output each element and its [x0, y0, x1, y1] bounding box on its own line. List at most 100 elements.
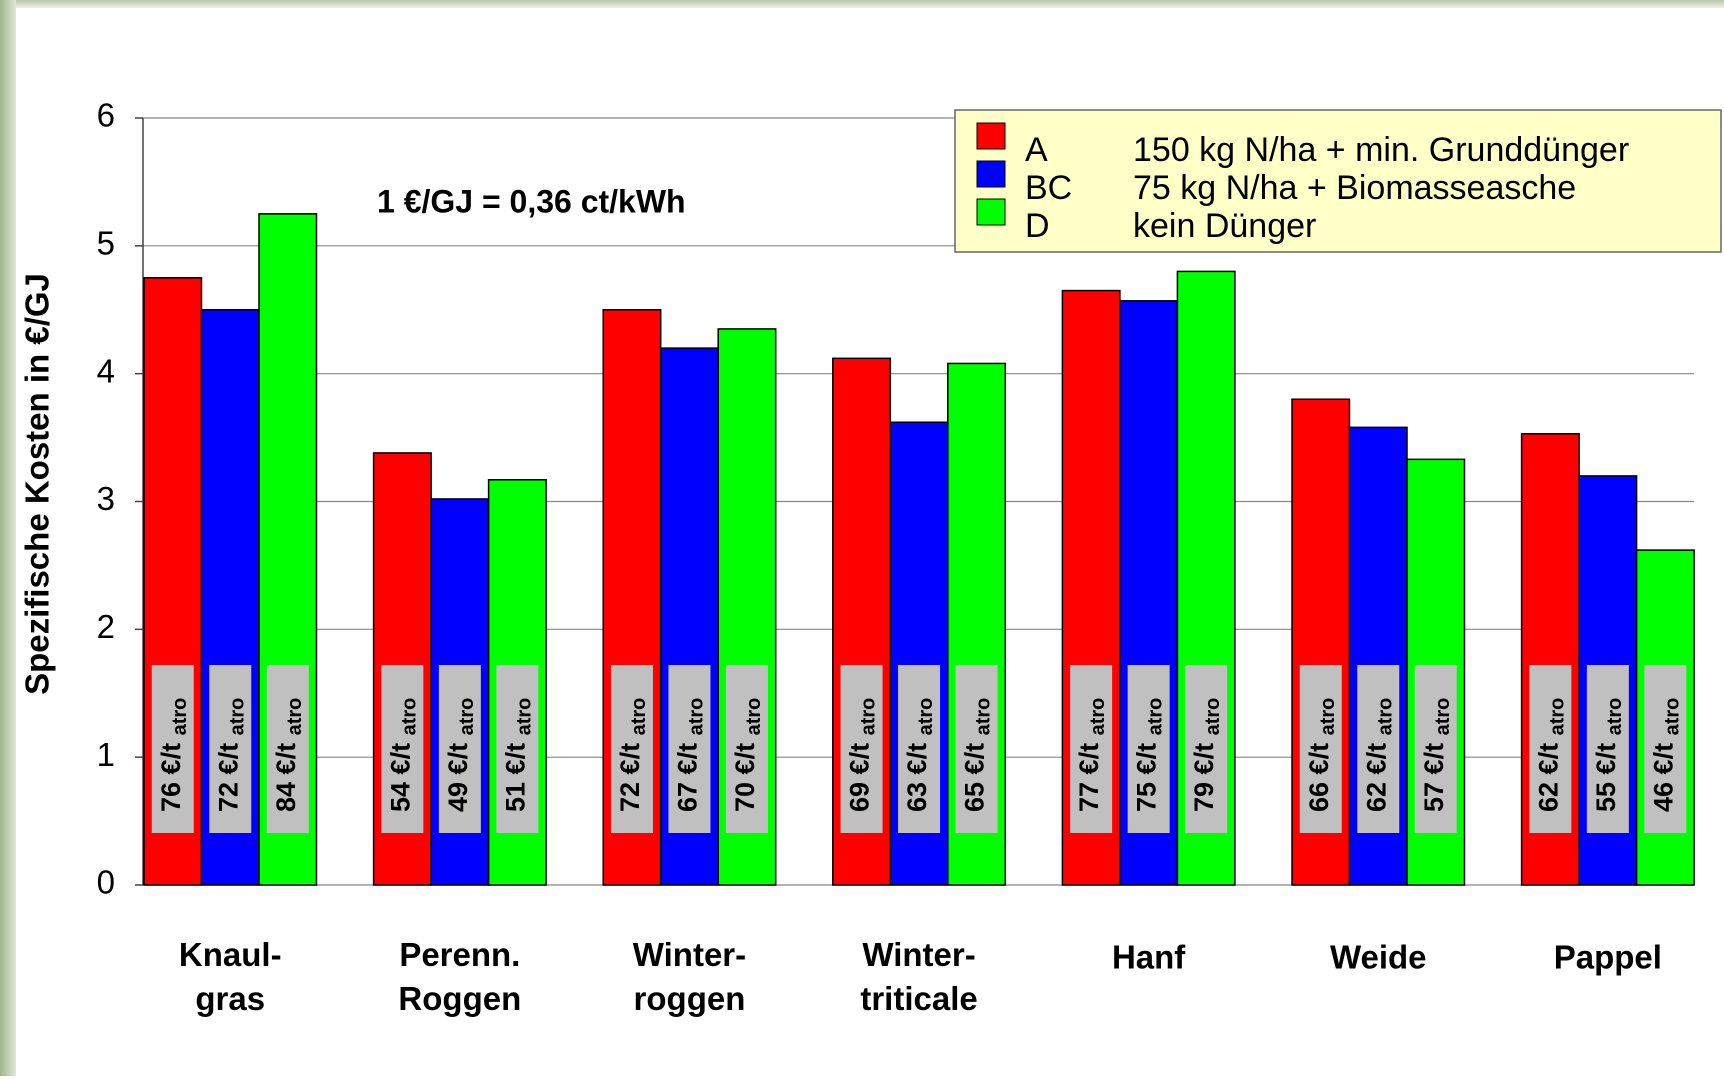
price-label-box	[381, 665, 424, 833]
price-label: 57 €/t atro	[1419, 698, 1454, 812]
x-tick-label: Winter-roggen	[633, 936, 746, 1017]
price-label: 72 €/t atro	[213, 698, 248, 812]
price-subscript: atro	[399, 698, 421, 736]
price-value: 62	[1533, 782, 1563, 812]
x-tick-label-line: Winter-	[633, 936, 746, 973]
price-unit: €/t	[960, 743, 990, 775]
price-value: 70	[730, 782, 760, 812]
price-value: 69	[845, 782, 875, 812]
price-unit: €/t	[1648, 743, 1678, 775]
price-label-box	[668, 665, 711, 833]
price-value: 65	[960, 782, 990, 812]
price-unit: €/t	[1591, 743, 1621, 775]
x-tick-label-line: Perenn.	[399, 936, 520, 973]
price-label-box	[1644, 665, 1687, 833]
price-value: 54	[385, 782, 415, 812]
x-tick-label: Winter-triticale	[860, 936, 977, 1017]
price-unit: €/t	[156, 743, 186, 775]
price-label: 75 €/t atro	[1132, 698, 1167, 812]
price-value: 63	[902, 782, 932, 812]
price-unit: €/t	[213, 743, 243, 775]
price-label-box	[496, 665, 539, 833]
price-label: 72 €/t atro	[615, 698, 650, 812]
price-label-box	[266, 665, 309, 833]
price-value: 46	[1648, 782, 1678, 812]
price-value: 79	[1189, 782, 1219, 812]
y-tick-label: 0	[97, 864, 115, 901]
price-label-box	[725, 665, 768, 833]
price-value: 77	[1074, 782, 1104, 812]
price-value: 49	[443, 782, 473, 812]
x-tick-label-line: Knaul-	[179, 936, 282, 973]
legend-swatch	[976, 122, 1006, 150]
price-subscript: atro	[1202, 698, 1224, 736]
legend-swatch	[976, 160, 1006, 188]
price-label-box	[1070, 665, 1113, 833]
x-tick-label-line: Winter-	[862, 936, 975, 973]
price-label: 77 €/t atro	[1074, 698, 1109, 812]
price-subscript: atro	[628, 698, 650, 736]
price-subscript: atro	[1662, 698, 1684, 736]
price-unit: €/t	[615, 743, 645, 775]
x-tick-label: Perenn. Roggen	[398, 936, 521, 1017]
price-value: 55	[1591, 782, 1621, 812]
price-label: 65 €/t atro	[960, 698, 995, 812]
price-value: 75	[1132, 782, 1162, 812]
price-label: 76 €/t atro	[156, 698, 191, 812]
x-tick-label: Weide	[1330, 939, 1427, 976]
x-tick-label: Pappel	[1554, 939, 1662, 976]
price-label-box	[955, 665, 998, 833]
price-subscript: atro	[456, 698, 478, 736]
legend-label: BC	[1025, 169, 1072, 207]
price-label: 63 €/t atro	[902, 698, 937, 812]
price-subscript: atro	[1145, 698, 1167, 736]
annotation: 1 €/GJ = 0,36 ct/kWh	[377, 183, 686, 219]
price-label: 67 €/t atro	[673, 698, 708, 812]
price-label: 51 €/t atro	[500, 698, 535, 812]
price-subscript: atro	[1547, 698, 1569, 736]
price-unit: €/t	[1132, 743, 1162, 775]
price-label-box	[209, 665, 252, 833]
x-tick-label-line: Roggen	[398, 980, 521, 1017]
price-unit: €/t	[730, 743, 760, 775]
price-label: 54 €/t atro	[385, 698, 420, 812]
y-tick-label: 5	[97, 225, 115, 262]
price-subscript: atro	[915, 698, 937, 736]
price-value: 84	[271, 782, 301, 812]
price-subscript: atro	[169, 698, 191, 736]
legend-swatch	[976, 198, 1006, 226]
price-value: 51	[500, 782, 530, 812]
price-label: 55 €/t atro	[1591, 698, 1626, 812]
price-label: 62 €/t atro	[1533, 698, 1568, 812]
price-value: 66	[1304, 782, 1334, 812]
price-unit: €/t	[500, 743, 530, 775]
price-unit: €/t	[1189, 743, 1219, 775]
x-tick-label-line: gras	[195, 980, 265, 1017]
x-tick-label: Hanf	[1112, 939, 1186, 976]
y-axis-label: Spezifische Kosten in €/GJ	[19, 273, 56, 695]
price-label-box	[610, 665, 653, 833]
price-unit: €/t	[271, 743, 301, 775]
price-label-box	[1127, 665, 1170, 833]
price-subscript: atro	[284, 698, 306, 736]
legend-description: kein Dünger	[1133, 207, 1316, 245]
price-subscript: atro	[973, 698, 995, 736]
price-value: 57	[1419, 782, 1449, 812]
price-label-box	[438, 665, 481, 833]
y-tick-label: 2	[97, 608, 115, 645]
price-label: 49 €/t atro	[443, 698, 478, 812]
y-tick-label: 1	[97, 736, 115, 773]
price-subscript: atro	[1317, 698, 1339, 736]
y-tick-label: 6	[97, 97, 115, 134]
photo-edge-top	[0, 0, 1724, 8]
price-label: 79 €/t atro	[1189, 698, 1224, 812]
price-label: 70 €/t atro	[730, 698, 765, 812]
price-subscript: atro	[1432, 698, 1454, 736]
price-subscript: atro	[1604, 698, 1626, 736]
price-label: 46 €/t atro	[1648, 698, 1683, 812]
price-subscript: atro	[743, 698, 765, 736]
price-unit: €/t	[1304, 743, 1334, 775]
price-unit: €/t	[1533, 743, 1563, 775]
